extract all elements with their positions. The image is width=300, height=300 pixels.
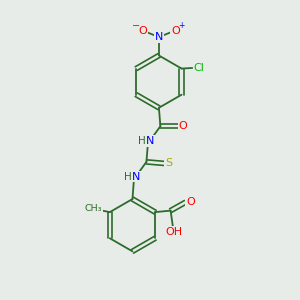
Text: O: O — [138, 26, 147, 35]
Text: N: N — [155, 32, 163, 42]
Text: O: O — [178, 121, 187, 131]
Text: H: H — [137, 136, 145, 146]
Text: +: + — [178, 21, 184, 30]
Text: CH₃: CH₃ — [85, 204, 102, 213]
Text: O: O — [171, 26, 180, 35]
Text: N: N — [146, 136, 154, 146]
Text: OH: OH — [166, 227, 183, 237]
Text: S: S — [165, 158, 172, 168]
Text: −: − — [132, 21, 140, 31]
Text: N: N — [132, 172, 140, 182]
Text: Cl: Cl — [194, 63, 204, 73]
Text: H: H — [124, 172, 131, 182]
Text: O: O — [186, 197, 195, 207]
